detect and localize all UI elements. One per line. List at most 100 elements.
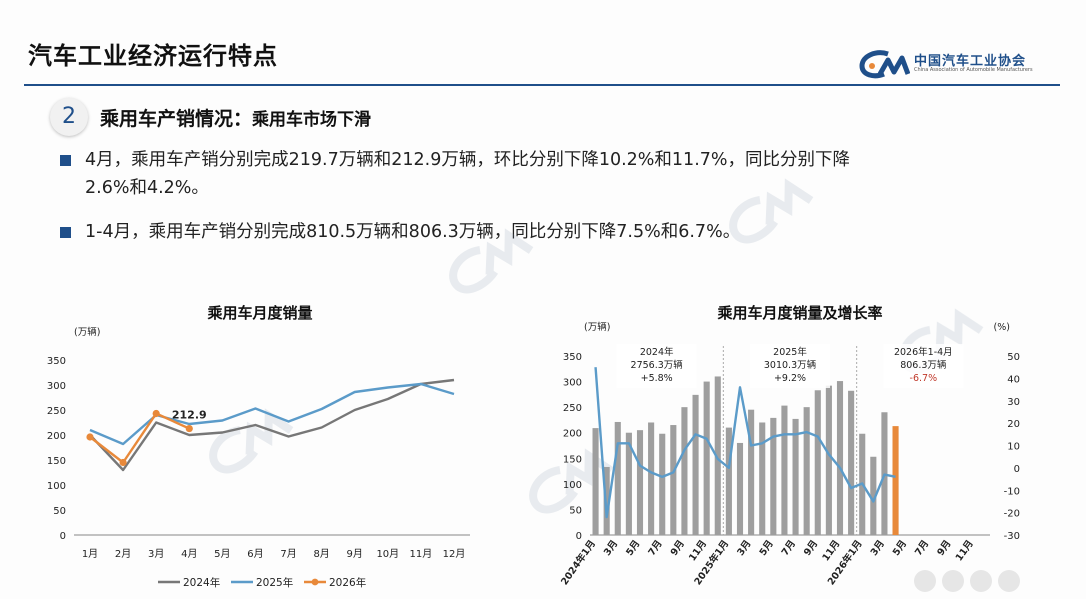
image-viewer-toolbar xyxy=(908,565,1028,595)
chart1-series-line-1 xyxy=(89,378,455,472)
chart1-legend-marker xyxy=(311,578,319,586)
chart1-legend-label: 2024年 xyxy=(183,576,220,589)
chart1-xtick: 5月 xyxy=(214,548,230,560)
watermark-mark xyxy=(245,408,294,455)
chart2-ytick-right: 20 xyxy=(1007,419,1020,430)
chart2-ylabel-right: (%) xyxy=(994,322,1010,333)
watermark-mark xyxy=(485,228,534,275)
chart2-bar xyxy=(636,430,644,535)
section-subtitle: 乘用车市场下滑 xyxy=(252,110,372,130)
chart2-ytick-left: 350 xyxy=(563,352,582,363)
bullet-text-2: 1-4月，乘用车产销分别完成810.5万辆和806.3万辆，同比分别下降7.5%… xyxy=(85,218,740,246)
bullet-1-line-1: 4月，乘用车产销分别完成219.7万辆和212.9万辆，环比分别下降10.2%和… xyxy=(85,150,851,170)
chart2-ytick-right: 50 xyxy=(1007,352,1020,363)
toolbar-button-1[interactable] xyxy=(914,570,936,592)
association-logo: 中国汽车工业协会 China Association of Automobile… xyxy=(858,48,1038,80)
chart2-bar xyxy=(848,390,855,535)
chart1-point xyxy=(152,409,160,418)
watermark-logo-icon xyxy=(209,408,294,474)
chart2-ytick-left: 150 xyxy=(563,454,582,465)
chart1-xtick: 11月 xyxy=(410,548,433,560)
chart2-xtick: 11月 xyxy=(954,538,976,563)
chart2-xtick: 7月 xyxy=(780,538,798,558)
chart1-series-line-3 xyxy=(89,412,190,464)
bullet-text-1: 4月，乘用车产销分别完成219.7万辆和212.9万辆，环比分别下降10.2%和… xyxy=(85,146,850,202)
chart2-period-year: 2024年 xyxy=(640,346,674,358)
toolbar-button-4[interactable] xyxy=(998,570,1020,592)
chart2-xtick: 9月 xyxy=(802,538,820,558)
chart2-bar xyxy=(759,422,766,535)
chart2-ytick-right: 30 xyxy=(1007,397,1020,408)
chart2-xtick: 9月 xyxy=(669,538,687,558)
chart1-ytick: 0 xyxy=(60,531,66,542)
chart2-bar xyxy=(814,390,821,535)
chart2-ytick-right: -20 xyxy=(1004,509,1020,520)
chart2-ytick-right: -10 xyxy=(1004,486,1020,497)
chart2-period-total: 806.3万辆 xyxy=(900,359,947,371)
chart2-bar xyxy=(692,394,699,535)
chart2-xtick: 7月 xyxy=(646,538,664,558)
chart2-ytick-right: -30 xyxy=(1004,531,1020,542)
chart2-title: 乘用车月度销量及增长率 xyxy=(716,304,882,322)
chart1-ytick: 100 xyxy=(47,481,66,492)
chart2-period-year: 2026年1-4月 xyxy=(894,346,953,358)
chart1-xtick: 9月 xyxy=(347,548,363,560)
chart2-ytick-left: 250 xyxy=(563,403,582,414)
section-title: 乘用车产销情况： xyxy=(100,108,253,130)
chart2-ytick-left: 100 xyxy=(563,480,582,491)
chart2-xtick: 3月 xyxy=(869,538,887,558)
chart1-ytick: 200 xyxy=(47,431,66,442)
chart2-bar xyxy=(681,407,688,535)
title-divider xyxy=(24,84,1060,86)
chart1-point xyxy=(119,458,127,467)
chart2-ytick-left: 50 xyxy=(569,505,582,516)
chart2-bar xyxy=(870,456,877,535)
chart2-period-rate: +9.2% xyxy=(774,373,806,384)
chart2-bar xyxy=(648,422,655,535)
chart1-xtick: 2月 xyxy=(115,548,131,560)
chart1-xtick: 6月 xyxy=(247,548,263,560)
chart2-xtick: 5月 xyxy=(758,538,776,558)
bullet-1-line-2: 2.6%和4.2%。 xyxy=(85,178,209,198)
section-heading: 乘用车产销情况：乘用车市场下滑 xyxy=(100,104,371,131)
chart1-title: 乘用车月度销量 xyxy=(206,304,312,322)
chart1-xtick: 1月 xyxy=(82,548,98,560)
chart2-period-rate: +5.8% xyxy=(641,373,673,384)
chart1-legend-label: 2026年 xyxy=(329,576,366,589)
section-number: 2 xyxy=(50,98,88,136)
chart1-legend-label: 2025年 xyxy=(256,576,293,589)
chart2-bar xyxy=(659,433,666,535)
chart2-period-label-bg xyxy=(750,344,830,388)
chart2-ytick-right: 40 xyxy=(1007,374,1020,385)
chart2-bar xyxy=(803,407,810,535)
chart1-xtick: 4月 xyxy=(181,548,197,560)
chart2-bar xyxy=(825,385,832,535)
chart2-period-total: 3010.3万辆 xyxy=(764,359,817,371)
chart2-ytick-right: 10 xyxy=(1007,442,1020,453)
bullet-2-line-1: 1-4月，乘用车产销分别完成810.5万辆和806.3万辆，同比分别下降7.5%… xyxy=(85,222,741,242)
chart2-xtick: 3月 xyxy=(735,538,753,558)
chart2-ytick-right: 0 xyxy=(1014,464,1020,475)
chart1-point xyxy=(185,424,193,433)
toolbar-button-2[interactable] xyxy=(942,570,964,592)
chart2-bar xyxy=(714,376,721,535)
chart2-ytick-left: 200 xyxy=(563,429,582,440)
chart2-xtick: 5月 xyxy=(624,538,642,558)
chart1-ylabel: (万辆) xyxy=(74,326,100,338)
toolbar-button-3[interactable] xyxy=(970,570,992,592)
chart2-ylabel-left: (万辆) xyxy=(584,321,610,333)
chart2-bar xyxy=(748,409,755,535)
bullet-marker-icon xyxy=(58,151,74,167)
chart2-bar xyxy=(836,381,844,535)
logo-chinese-name: 中国汽车工业协会 xyxy=(914,54,1027,69)
chart2-period-year: 2025年 xyxy=(773,346,807,358)
chart2-bar xyxy=(670,425,677,535)
chart2-bar xyxy=(592,428,599,535)
watermark-mark xyxy=(449,246,499,294)
chart2-period-label-bg xyxy=(883,344,964,388)
bullet-marker-icon xyxy=(58,223,74,239)
chart2-growth-line xyxy=(594,367,896,519)
watermark-logo-icon xyxy=(729,178,814,244)
chart1-ytick: 300 xyxy=(47,381,66,392)
